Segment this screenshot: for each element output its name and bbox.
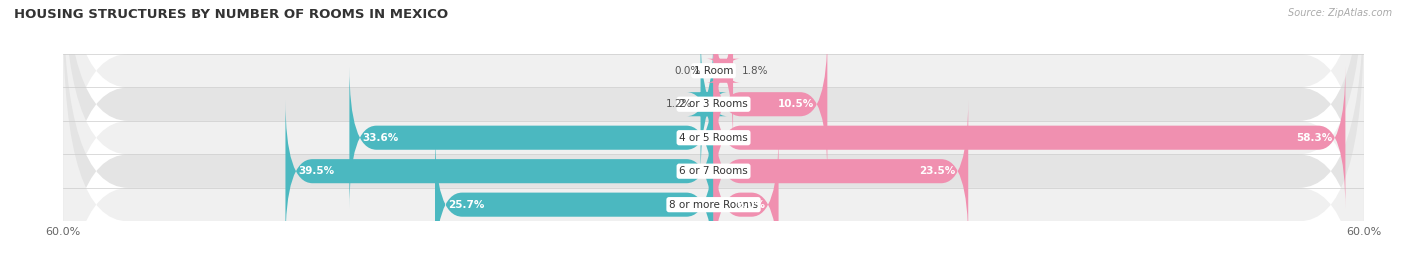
FancyBboxPatch shape	[63, 0, 1364, 270]
FancyBboxPatch shape	[713, 133, 779, 270]
FancyBboxPatch shape	[713, 33, 827, 176]
FancyBboxPatch shape	[706, 0, 741, 142]
Text: 4 or 5 Rooms: 4 or 5 Rooms	[679, 133, 748, 143]
Text: 8 or more Rooms: 8 or more Rooms	[669, 200, 758, 210]
Text: HOUSING STRUCTURES BY NUMBER OF ROOMS IN MEXICO: HOUSING STRUCTURES BY NUMBER OF ROOMS IN…	[14, 8, 449, 21]
Text: 23.5%: 23.5%	[920, 166, 955, 176]
Text: 33.6%: 33.6%	[363, 133, 399, 143]
Text: 25.7%: 25.7%	[449, 200, 485, 210]
Text: 10.5%: 10.5%	[778, 99, 814, 109]
FancyBboxPatch shape	[434, 133, 713, 270]
FancyBboxPatch shape	[285, 100, 713, 243]
FancyBboxPatch shape	[63, 0, 1364, 270]
Text: 6 or 7 Rooms: 6 or 7 Rooms	[679, 166, 748, 176]
Text: 0.0%: 0.0%	[675, 66, 700, 76]
FancyBboxPatch shape	[713, 66, 1346, 209]
FancyBboxPatch shape	[63, 0, 1364, 270]
FancyBboxPatch shape	[713, 100, 969, 243]
Text: 58.3%: 58.3%	[1296, 133, 1333, 143]
FancyBboxPatch shape	[63, 0, 1364, 255]
FancyBboxPatch shape	[349, 66, 713, 209]
Text: 39.5%: 39.5%	[298, 166, 335, 176]
Text: 6.0%: 6.0%	[737, 200, 765, 210]
Text: 1.2%: 1.2%	[665, 99, 692, 109]
Text: 1 Room: 1 Room	[693, 66, 734, 76]
FancyBboxPatch shape	[686, 33, 728, 176]
Text: Source: ZipAtlas.com: Source: ZipAtlas.com	[1288, 8, 1392, 18]
Text: 1.8%: 1.8%	[742, 66, 768, 76]
Text: 2 or 3 Rooms: 2 or 3 Rooms	[679, 99, 748, 109]
FancyBboxPatch shape	[63, 21, 1364, 270]
